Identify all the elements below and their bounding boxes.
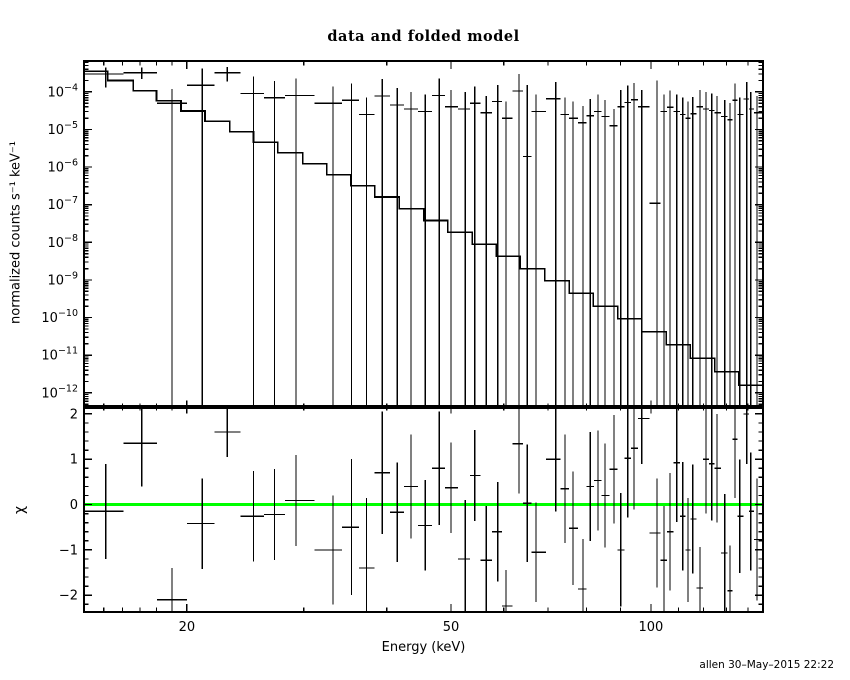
timestamp: allen 30–May–2015 22:22 bbox=[699, 659, 834, 671]
svg-text:10−8: 10−8 bbox=[47, 233, 78, 251]
svg-text:−2: −2 bbox=[59, 589, 78, 604]
svg-text:10−9: 10−9 bbox=[47, 270, 78, 288]
svg-text:10−11: 10−11 bbox=[41, 346, 78, 364]
svg-text:20: 20 bbox=[179, 620, 196, 635]
svg-text:−1: −1 bbox=[59, 543, 78, 558]
svg-text:10−5: 10−5 bbox=[47, 120, 78, 138]
svg-text:10−12: 10−12 bbox=[41, 383, 78, 401]
svg-text:10−6: 10−6 bbox=[47, 158, 78, 176]
plot-title: data and folded model bbox=[327, 28, 520, 45]
x-axis-label: Energy (keV) bbox=[381, 640, 466, 655]
svg-text:10−10: 10−10 bbox=[41, 308, 78, 326]
svg-text:1: 1 bbox=[70, 453, 78, 468]
svg-text:0: 0 bbox=[70, 498, 78, 513]
svg-text:10−7: 10−7 bbox=[47, 195, 78, 213]
svg-text:50: 50 bbox=[443, 620, 460, 635]
svg-text:100: 100 bbox=[639, 620, 664, 635]
svg-text:2: 2 bbox=[70, 407, 78, 422]
svg-text:10−4: 10−4 bbox=[47, 82, 78, 100]
